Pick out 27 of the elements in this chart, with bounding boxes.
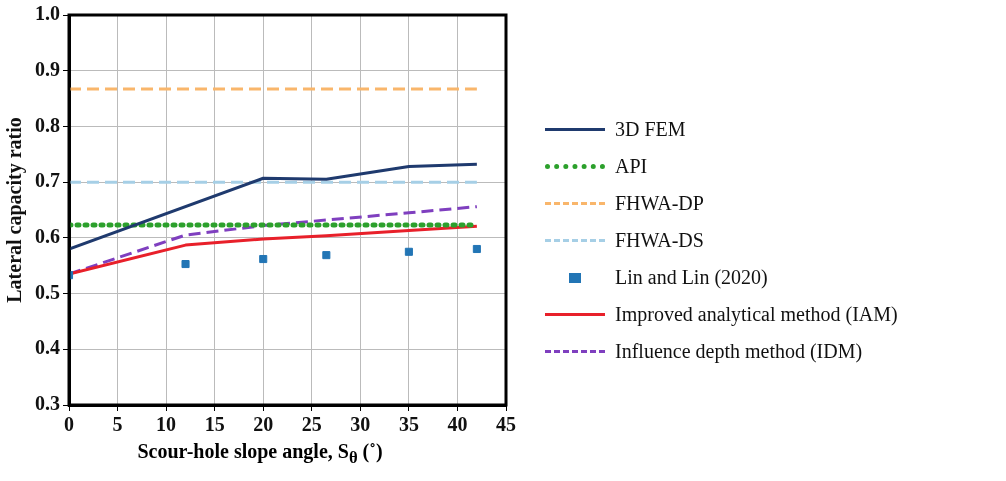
y-tick-label: 0.8 bbox=[35, 113, 60, 136]
legend-label: Lin and Lin (2020) bbox=[615, 266, 768, 289]
y-tick-label: 0.4 bbox=[35, 336, 60, 359]
x-tick-label: 35 bbox=[398, 413, 419, 436]
y-tick-label: 0.3 bbox=[35, 392, 60, 415]
x-tick-label: 5 bbox=[112, 413, 123, 436]
x-tick-label: 45 bbox=[496, 413, 516, 436]
y-tick-label: 0.6 bbox=[35, 225, 60, 248]
x-tick-label: 20 bbox=[253, 413, 274, 436]
x-tick-label: 40 bbox=[447, 413, 468, 436]
y-axis-title: Lateral capacity ratio bbox=[3, 117, 27, 303]
x-tick-label: 0 bbox=[64, 413, 74, 436]
y-tick-label: 1.0 bbox=[35, 2, 60, 25]
x-tick-label: 10 bbox=[156, 413, 177, 436]
y-tick-label: 0.5 bbox=[35, 280, 60, 303]
x-axis-title: Scour-hole slope angle, S$_{θ}$ (˚) bbox=[136, 440, 384, 468]
legend-label: API bbox=[615, 155, 648, 178]
legend-label: FHWA-DS bbox=[615, 229, 704, 252]
x-tick-label: 30 bbox=[350, 413, 371, 436]
legend-label: 3D FEM bbox=[615, 118, 686, 141]
x-tick-label: 25 bbox=[301, 413, 322, 436]
y-tick-label: 0.9 bbox=[35, 57, 60, 80]
legend-label: Influence depth method (IDM) bbox=[615, 340, 863, 363]
legend-label: FHWA-DP bbox=[615, 192, 704, 215]
legend-label: Improved analytical method (IAM) bbox=[615, 303, 898, 326]
x-tick-label: 15 bbox=[204, 413, 225, 436]
y-tick-label: 0.7 bbox=[35, 169, 60, 192]
